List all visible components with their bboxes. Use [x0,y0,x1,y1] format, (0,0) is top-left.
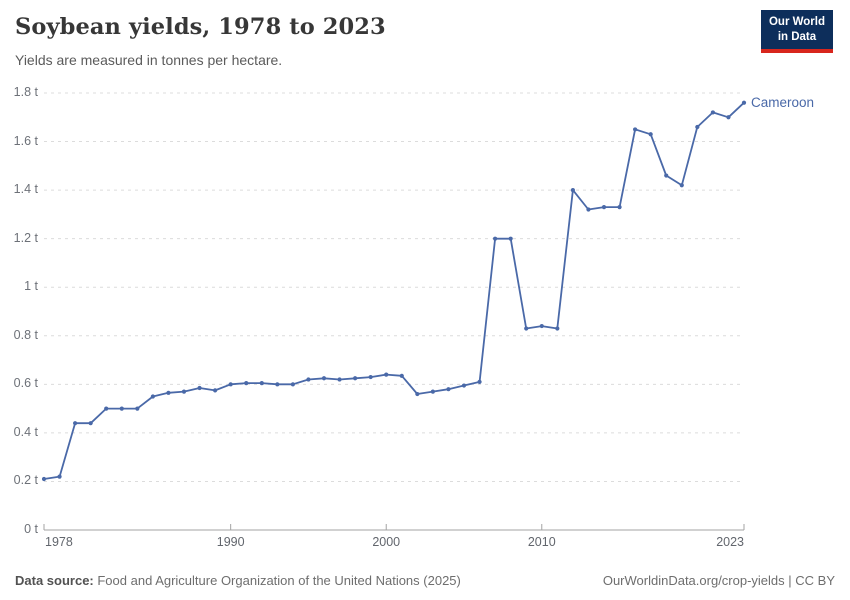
y-tick-label: 1.2 t [13,230,38,245]
y-tick-label: 0.4 t [13,424,38,439]
data-point [648,132,653,137]
data-point [664,173,669,178]
owid-logo-line1: Our World [768,16,825,28]
data-point [88,421,93,426]
data-point [57,474,62,479]
data-point [368,374,373,380]
data-point [633,127,638,132]
credit-link[interactable]: OurWorldinData.org/crop-yields | CC BY [602,573,835,588]
data-point [446,387,451,392]
data-point [710,110,715,115]
data-point [524,326,529,331]
data-point [275,382,280,387]
series-line [43,101,745,480]
data-point [384,372,389,377]
data-point [197,385,202,391]
data-point [617,205,622,210]
data-point [741,100,747,105]
x-tick-label: 1990 [216,535,245,549]
data-point [399,373,404,378]
y-tick-label: 1.8 t [13,85,38,99]
data-point [306,377,311,382]
data-point [601,205,607,210]
data-point [166,390,171,395]
y-tick-label: 0.2 t [13,473,38,488]
y-tick-label: 1 t [24,279,38,294]
data-point [353,376,358,381]
data-point [228,382,233,387]
data-point [337,377,342,382]
data-point [244,381,249,386]
data-point [135,406,140,411]
owid-logo[interactable]: Our World in Data [760,10,833,53]
data-point [290,382,295,387]
data-point [555,326,560,331]
x-tick-label: 2023 [716,535,744,549]
data-source-text: Food and Agriculture Organization of the… [93,573,461,588]
y-tick-label: 0.8 t [13,327,38,342]
data-point [695,124,700,130]
data-point [181,389,187,394]
owid-logo-line2: in Data [777,30,817,43]
data-point [539,323,544,329]
data-point [150,394,155,399]
y-tick-label: 0.6 t [13,376,38,391]
x-tick-label: 2010 [527,535,556,549]
data-point [430,389,435,394]
data-point [119,406,124,411]
chart-footer: Data source: Food and Agriculture Organi… [15,573,835,588]
page-title: Soybean yields, 1978 to 2023 [15,14,386,40]
data-point [213,388,218,393]
data-point [570,188,575,193]
data-point [321,376,327,381]
y-tick-label: 0 t [24,522,38,536]
data-point [73,421,78,426]
y-tick-label: 1.6 t [13,133,38,148]
data-point [259,381,264,386]
chart-subtitle: Yields are measured in tonnes per hectar… [15,52,283,68]
data-point [586,207,591,212]
data-point [508,236,513,241]
data-source-label: Data source: [15,573,94,588]
data-point [104,406,109,411]
series-label-cameroon[interactable]: Cameroon [751,94,815,110]
y-tick-label: 1.4 t [13,182,38,197]
data-point [679,183,684,188]
data-point [415,391,420,397]
data-source: Data source: Food and Agriculture Organi… [15,573,461,588]
data-point [493,236,498,241]
data-point [477,379,482,385]
data-point [41,476,47,482]
x-tick-label: 2000 [372,535,401,549]
data-point [726,115,731,120]
x-tick-label: 1978 [45,535,73,549]
data-point [461,383,467,388]
